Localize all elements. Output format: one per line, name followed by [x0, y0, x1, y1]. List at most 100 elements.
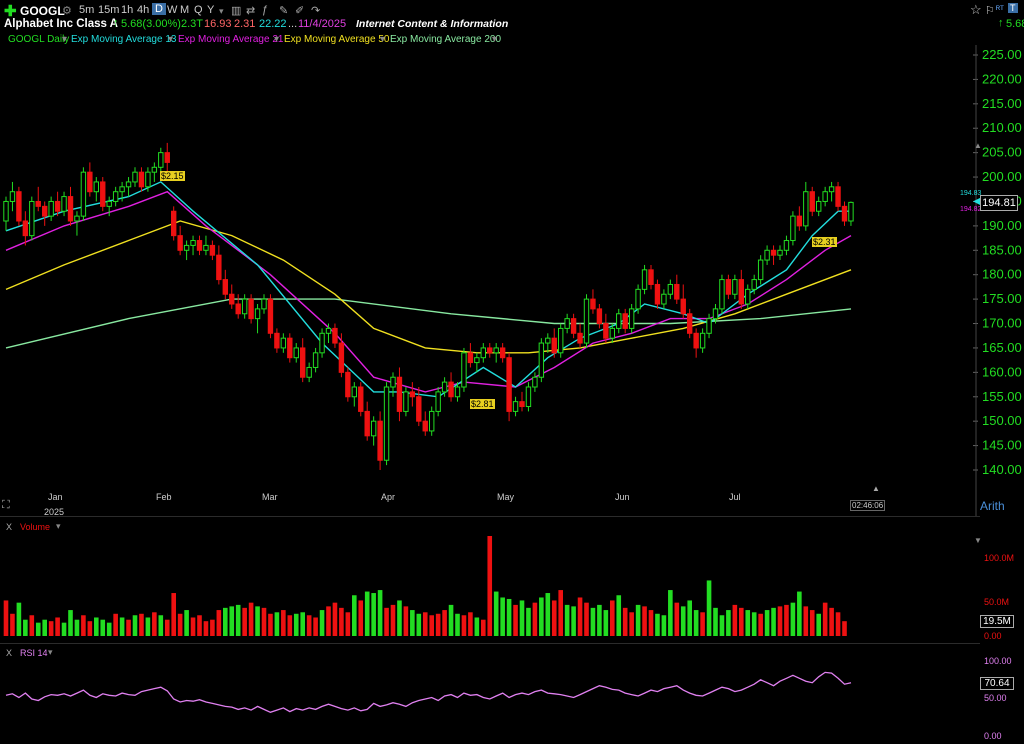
month-label: Jun — [615, 492, 630, 502]
chevron-down-icon[interactable]: ▾ — [380, 34, 386, 45]
candle-body — [809, 191, 815, 212]
rsi-pane-divider[interactable] — [0, 643, 980, 644]
next-earnings: 11/4/2025 — [298, 18, 347, 30]
volume-bar — [171, 593, 176, 636]
volume-label[interactable]: Volume — [20, 522, 51, 532]
volume-bar — [10, 613, 15, 636]
volume-bar — [726, 610, 731, 636]
stat-pe: 16.93 — [204, 18, 232, 30]
interval-y[interactable]: Y — [207, 4, 215, 16]
interval-w[interactable]: W — [167, 4, 178, 16]
chevron-down-icon[interactable]: ▾ — [492, 34, 498, 45]
candle-body — [732, 279, 738, 295]
volume-bar — [287, 615, 293, 636]
interval-1h[interactable]: 1h — [121, 4, 134, 16]
interval-q[interactable]: Q — [194, 4, 203, 16]
volume-bar — [713, 607, 718, 636]
candle-body — [641, 269, 648, 290]
legend-price[interactable]: GOOGL Daily — [8, 34, 70, 45]
close-icon[interactable]: X — [6, 522, 13, 532]
right-change: 5.68 — [1006, 18, 1024, 30]
volume-last-label: 19.5M — [980, 615, 1014, 628]
alert-icon[interactable]: ᴿᵀ — [996, 4, 1004, 14]
volume-bar — [597, 604, 602, 636]
volume-bar — [603, 610, 609, 636]
candle-body — [487, 347, 493, 354]
candle-body — [532, 376, 538, 388]
scale-mode[interactable]: Arith — [980, 499, 1005, 513]
volume-bar — [526, 607, 531, 636]
interval-d[interactable]: D — [152, 3, 166, 15]
interval-m[interactable]: M — [180, 4, 190, 16]
scroll-up-icon[interactable]: ▲ — [974, 141, 982, 150]
volume-bar — [616, 595, 622, 636]
interval-15m[interactable]: 15m — [98, 4, 120, 16]
candle-body — [848, 201, 854, 222]
annotation-dividend-2[interactable]: $2.81 — [470, 399, 495, 409]
volume-bar — [442, 610, 447, 636]
chevron-down-icon[interactable]: ▾ — [62, 34, 68, 45]
symbol-input[interactable]: GOOGL — [20, 4, 65, 18]
volume-pane-divider[interactable] — [0, 516, 980, 517]
stat-eps: 2.31 — [234, 18, 256, 30]
close-icon[interactable]: X — [6, 648, 13, 658]
candle-body — [745, 288, 751, 305]
toolbar-t-badge[interactable]: T — [1008, 3, 1018, 13]
gear-icon[interactable]: ⚙ — [62, 5, 72, 17]
annotation-dividend-3[interactable]: $2.31 — [812, 237, 837, 247]
interval-5m[interactable]: 5m — [79, 4, 95, 16]
price-tick-label: 210.00 — [982, 120, 1022, 135]
rsi-label[interactable]: RSI 14 — [20, 648, 48, 658]
candle-body — [74, 215, 80, 222]
candle-body — [280, 337, 287, 349]
candle-body — [254, 308, 261, 320]
add-symbol-icon[interactable]: ✚ — [4, 3, 17, 20]
candle-body — [61, 196, 67, 212]
legend-ema21[interactable]: Exp Moving Average 21 — [178, 34, 284, 45]
star-icon[interactable]: ☆ — [970, 2, 982, 17]
candle-body — [261, 298, 267, 310]
legend-ema200[interactable]: Exp Moving Average 200 — [390, 34, 502, 45]
chevron-down-icon[interactable]: ▾ — [274, 34, 280, 45]
company-name: Alphabet Inc Class A — [4, 18, 118, 30]
pencil-icon[interactable]: ✎ — [279, 5, 289, 17]
volume-bar — [551, 600, 557, 636]
interval-4h[interactable]: 4h — [137, 4, 150, 16]
price-tick-label: 190.00 — [982, 218, 1022, 233]
annotation-dividend-1[interactable]: $2.15 — [160, 171, 185, 181]
candle-body — [100, 181, 106, 207]
expand-icon[interactable]: ▲ — [872, 484, 880, 493]
candle-body — [558, 327, 564, 354]
volume-bar — [158, 615, 164, 636]
chart-style-icon[interactable]: ▥ — [231, 5, 242, 17]
chevron-down-icon[interactable]: ▾ — [48, 647, 53, 657]
share-icon[interactable]: ↷ — [311, 5, 321, 17]
last-price-label: 194.81 — [980, 195, 1018, 211]
volume-bar — [700, 612, 705, 636]
compare-icon[interactable]: ⇄ — [246, 5, 256, 17]
chevron-down-icon[interactable]: ▾ — [56, 521, 61, 531]
volume-bar — [435, 613, 441, 636]
chevron-down-icon[interactable]: ▾ — [219, 6, 224, 16]
price-marker-lower: 194.82 — [960, 206, 982, 213]
text-tool-icon[interactable]: ✐ — [295, 5, 305, 17]
candle-body — [300, 347, 306, 378]
volume-tick-50m: 50.0M — [984, 597, 1010, 607]
chevron-down-icon[interactable]: ▾ — [168, 34, 174, 45]
candle-body — [409, 391, 416, 398]
legend-ema50[interactable]: Exp Moving Average 50 — [284, 34, 390, 45]
candle-body — [693, 332, 699, 349]
flag-icon[interactable]: ⚐ — [985, 5, 995, 17]
price-tick-label: 175.00 — [982, 291, 1022, 306]
volume-bar — [758, 613, 763, 636]
legend-ema13[interactable]: Exp Moving Average 13 — [71, 34, 177, 45]
volume-bar — [481, 619, 486, 636]
candle-body — [332, 327, 338, 344]
candle-body — [545, 337, 551, 344]
price-tick-label: 225.00 — [982, 47, 1022, 62]
scroll-down-icon[interactable]: ▼ — [974, 536, 982, 545]
candle-body — [474, 357, 480, 364]
candle-body — [822, 191, 828, 202]
indicator-icon[interactable]: ƒ — [262, 4, 269, 16]
